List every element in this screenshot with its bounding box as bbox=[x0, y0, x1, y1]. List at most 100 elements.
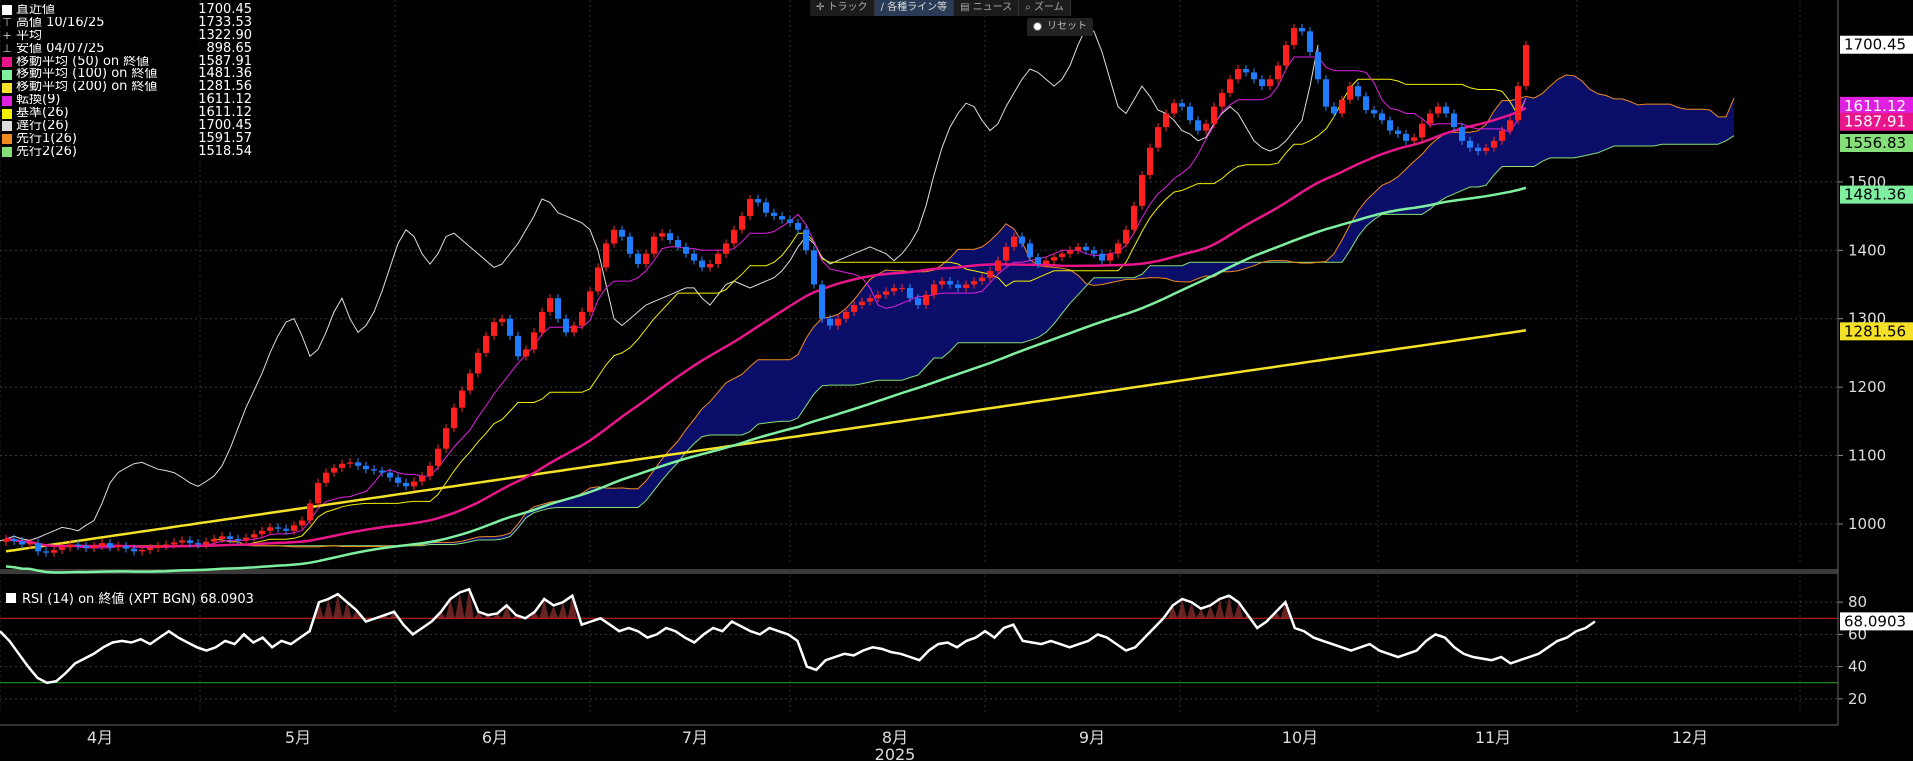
candle bbox=[931, 284, 937, 295]
candle bbox=[523, 349, 529, 357]
candle bbox=[947, 281, 953, 285]
candle bbox=[483, 335, 489, 353]
rsi-tick-label: 40 bbox=[1848, 658, 1867, 676]
candle bbox=[299, 520, 305, 526]
candle bbox=[507, 318, 513, 336]
x-tick-label: 7月 bbox=[682, 728, 708, 747]
legend-row: 先行2(26) 1518.54 bbox=[2, 145, 252, 159]
price-tag bbox=[1840, 185, 1913, 204]
candle bbox=[643, 253, 649, 264]
chart-legend: 直近値 1700.45 ⊤ 高値 10/16/25 1733.53 + 平均 1322.90 ⊥… bbox=[2, 3, 252, 159]
panel-divider bbox=[0, 569, 1838, 574]
legend-label: 基準(26) bbox=[16, 107, 69, 121]
price-tag-label: 1481.36 bbox=[1844, 186, 1906, 204]
candle bbox=[179, 540, 185, 543]
x-tick-label: 10月 bbox=[1282, 728, 1318, 747]
news-icon: ▤ bbox=[960, 2, 973, 13]
candle bbox=[555, 298, 561, 319]
time-axis: 4月 5月 6月 7月 8月 9月 10月 11月 12月 2025 bbox=[87, 728, 1708, 761]
price-tag bbox=[1840, 35, 1913, 54]
chart-toolbar: ✛ トラック ∕ 各種ライン等 ▤ ニュース ⌕ ズーム bbox=[810, 0, 1071, 16]
candle bbox=[419, 476, 425, 482]
legend-marker-icon: ⊤ bbox=[2, 15, 12, 29]
magnifier-icon: ⌕ bbox=[1025, 2, 1035, 13]
cloud-fill bbox=[214, 75, 1734, 547]
legend-label: 遅行(26) bbox=[16, 120, 69, 133]
candle bbox=[635, 253, 641, 264]
legend-label: 安値 04/07/25 bbox=[16, 42, 105, 56]
legend-marker-icon: ⊥ bbox=[2, 41, 12, 55]
candle bbox=[387, 472, 393, 478]
legend-label: 平均 bbox=[16, 29, 43, 43]
annotations-button[interactable]: ∕ 各種ライン等 bbox=[874, 0, 955, 16]
candle bbox=[171, 542, 177, 545]
candle bbox=[1339, 99, 1345, 114]
candle bbox=[987, 270, 993, 278]
legend-swatch bbox=[2, 95, 12, 106]
candle bbox=[1163, 113, 1169, 128]
candle bbox=[1371, 110, 1377, 114]
legend-row: 移動平均 (50) on 終値 1587.91 bbox=[2, 55, 252, 69]
candle bbox=[1419, 123, 1425, 138]
candle bbox=[971, 281, 977, 285]
legend-swatch bbox=[2, 82, 12, 93]
candle bbox=[667, 233, 673, 241]
legend-label: 移動平均 (200) on 終値 bbox=[16, 81, 158, 95]
candle bbox=[1195, 120, 1201, 131]
candle bbox=[67, 544, 73, 548]
candle bbox=[163, 544, 169, 546]
candle bbox=[1227, 79, 1233, 93]
kijun-line bbox=[5, 78, 1527, 547]
candle bbox=[1291, 27, 1297, 46]
candle bbox=[731, 229, 737, 244]
candle bbox=[811, 250, 817, 285]
candle bbox=[427, 465, 433, 477]
candle bbox=[691, 253, 697, 261]
candle bbox=[435, 448, 441, 466]
candle bbox=[1107, 253, 1113, 261]
ma200-line bbox=[5, 329, 1527, 553]
candle bbox=[875, 294, 881, 299]
candle bbox=[851, 305, 857, 312]
candle bbox=[699, 260, 705, 268]
candle bbox=[1003, 246, 1009, 261]
candle bbox=[331, 467, 337, 473]
candle bbox=[219, 536, 225, 540]
track-button[interactable]: ✛ トラック bbox=[810, 0, 875, 16]
price-tag-label: 1587.91 bbox=[1844, 113, 1906, 131]
candle bbox=[619, 229, 625, 237]
candle bbox=[899, 287, 905, 289]
x-tick-label: 12月 bbox=[1672, 728, 1708, 747]
candle bbox=[1027, 243, 1033, 258]
rsi-legend-swatch bbox=[6, 592, 16, 603]
candle bbox=[227, 536, 233, 540]
price-tag bbox=[1840, 322, 1913, 341]
candle bbox=[1355, 86, 1361, 97]
zoom-button[interactable]: ⌕ ズーム bbox=[1019, 0, 1071, 16]
legend-label: 転換(9) bbox=[16, 94, 61, 108]
candle bbox=[1363, 96, 1369, 111]
candle bbox=[1147, 147, 1153, 176]
candle bbox=[963, 284, 969, 288]
candle bbox=[1515, 86, 1521, 121]
candle bbox=[779, 216, 785, 220]
candle bbox=[107, 543, 113, 548]
legend-value: 1733.53 bbox=[198, 14, 252, 30]
candle bbox=[1139, 175, 1145, 206]
candle bbox=[395, 477, 401, 483]
legend-label: 高値 10/16/25 bbox=[16, 16, 105, 30]
price-tag bbox=[1840, 133, 1913, 152]
candle bbox=[571, 325, 577, 333]
candle bbox=[915, 298, 921, 306]
candle bbox=[1115, 243, 1121, 254]
candle bbox=[651, 236, 657, 254]
rsi-tick-label: 20 bbox=[1848, 690, 1867, 708]
candle bbox=[859, 301, 865, 306]
candle bbox=[459, 390, 465, 408]
candle bbox=[323, 472, 329, 483]
line-tool-icon: ∕ bbox=[880, 2, 888, 13]
candle bbox=[499, 318, 505, 323]
news-button[interactable]: ▤ ニュース bbox=[954, 0, 1020, 16]
legend-swatch bbox=[2, 57, 12, 67]
reset-button[interactable]: リセット bbox=[1027, 18, 1093, 36]
